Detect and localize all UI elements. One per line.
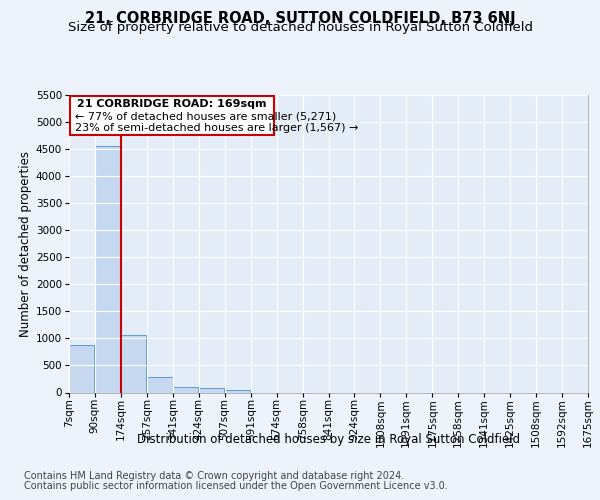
Bar: [173, 388, 199, 392]
Bar: [225, 390, 250, 392]
Bar: [121, 335, 146, 392]
Bar: [70, 96, 274, 135]
Text: 21, CORBRIDGE ROAD, SUTTON COLDFIELD, B73 6NJ: 21, CORBRIDGE ROAD, SUTTON COLDFIELD, B7…: [85, 11, 515, 26]
Bar: [70, 345, 94, 393]
Text: Contains public sector information licensed under the Open Government Licence v3: Contains public sector information licen…: [24, 481, 448, 491]
Bar: [147, 378, 173, 392]
Text: Size of property relative to detached houses in Royal Sutton Coldfield: Size of property relative to detached ho…: [67, 21, 533, 34]
Text: Contains HM Land Registry data © Crown copyright and database right 2024.: Contains HM Land Registry data © Crown c…: [24, 471, 404, 481]
Bar: [95, 146, 121, 392]
Text: Distribution of detached houses by size in Royal Sutton Coldfield: Distribution of detached houses by size …: [137, 432, 520, 446]
Text: 23% of semi-detached houses are larger (1,567) →: 23% of semi-detached houses are larger (…: [75, 123, 358, 133]
Y-axis label: Number of detached properties: Number of detached properties: [19, 151, 32, 337]
Bar: [199, 388, 224, 392]
Text: ← 77% of detached houses are smaller (5,271): ← 77% of detached houses are smaller (5,…: [75, 111, 336, 121]
Text: 21 CORBRIDGE ROAD: 169sqm: 21 CORBRIDGE ROAD: 169sqm: [77, 100, 266, 110]
